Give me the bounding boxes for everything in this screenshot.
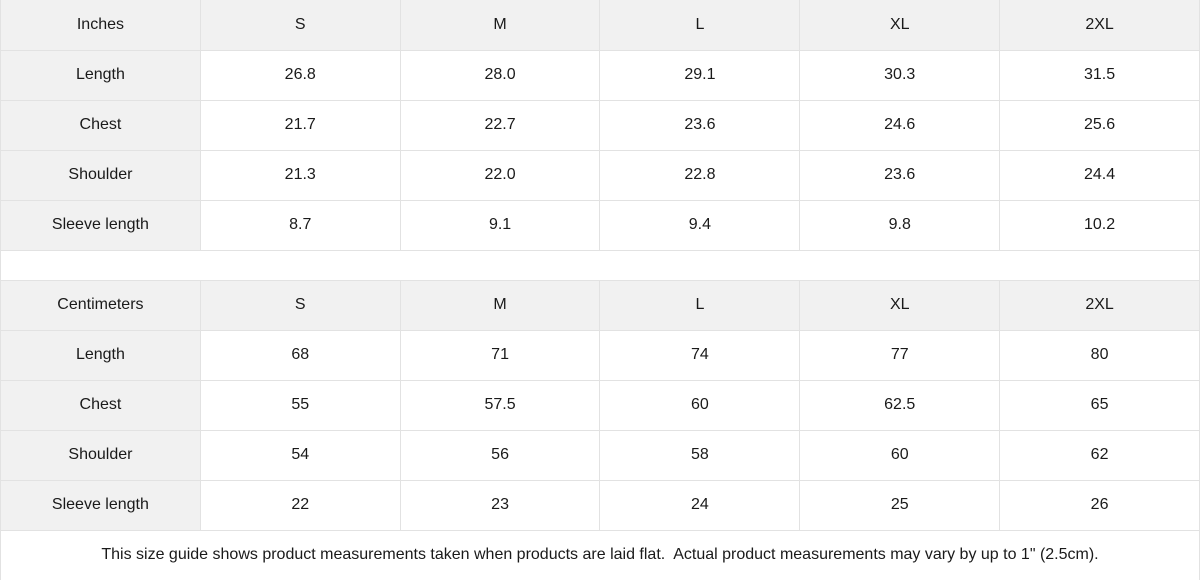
centimeters-table: Centimeters S M L XL 2XL Length 68 71 74… — [0, 279, 1200, 531]
measurement-cell: 60 — [599, 379, 801, 431]
measurement-cell: 22 — [199, 479, 401, 531]
row-label-shoulder: Shoulder — [0, 149, 201, 201]
row-label-length: Length — [0, 49, 201, 101]
measurement-cell: 9.8 — [799, 199, 1001, 251]
measurement-cell: 24.6 — [799, 99, 1001, 151]
measurement-cell: 9.4 — [599, 199, 801, 251]
inches-header-row: Inches S M L XL 2XL — [0, 0, 1200, 51]
table-row-chest: Chest 55 57.5 60 62.5 65 — [0, 379, 1200, 431]
measurement-cell: 23.6 — [799, 149, 1001, 201]
row-label-sleeve-length: Sleeve length — [0, 479, 201, 531]
measurement-cell: 22.0 — [399, 149, 601, 201]
centimeters-header-row: Centimeters S M L XL 2XL — [0, 279, 1200, 331]
table-row-length: Length 26.8 28.0 29.1 30.3 31.5 — [0, 49, 1200, 101]
measurement-cell: 22.8 — [599, 149, 801, 201]
measurement-cell: 56 — [399, 429, 601, 481]
measurement-cell: 23.6 — [599, 99, 801, 151]
table-row-sleeve-length: Sleeve length 22 23 24 25 26 — [0, 479, 1200, 531]
table-row-sleeve-length: Sleeve length 8.7 9.1 9.4 9.8 10.2 — [0, 199, 1200, 251]
measurement-cell: 31.5 — [999, 49, 1200, 101]
unit-header-inches: Inches — [0, 0, 201, 51]
size-col-header-2xl: 2XL — [999, 0, 1200, 51]
measurement-cell: 25.6 — [999, 99, 1200, 151]
measurement-cell: 62 — [999, 429, 1200, 481]
measurement-cell: 24.4 — [999, 149, 1200, 201]
row-label-chest: Chest — [0, 379, 201, 431]
size-col-header-m: M — [399, 279, 601, 331]
row-label-shoulder: Shoulder — [0, 429, 201, 481]
row-label-sleeve-length: Sleeve length — [0, 199, 201, 251]
measurement-cell: 23 — [399, 479, 601, 531]
table-row-shoulder: Shoulder 21.3 22.0 22.8 23.6 24.4 — [0, 149, 1200, 201]
size-col-header-s: S — [199, 0, 401, 51]
measurement-cell: 65 — [999, 379, 1200, 431]
measurement-cell: 28.0 — [399, 49, 601, 101]
measurement-cell: 62.5 — [799, 379, 1001, 431]
measurement-cell: 8.7 — [199, 199, 401, 251]
measurement-cell: 71 — [399, 329, 601, 381]
row-label-length: Length — [0, 329, 201, 381]
size-col-header-m: M — [399, 0, 601, 51]
table-spacer — [0, 250, 1200, 280]
measurement-cell: 68 — [199, 329, 401, 381]
size-col-header-2xl: 2XL — [999, 279, 1200, 331]
measurement-cell: 24 — [599, 479, 801, 531]
measurement-cell: 10.2 — [999, 199, 1200, 251]
measurement-cell: 80 — [999, 329, 1200, 381]
measurement-cell: 21.3 — [199, 149, 401, 201]
size-col-header-xl: XL — [799, 0, 1001, 51]
measurement-cell: 22.7 — [399, 99, 601, 151]
size-col-header-l: L — [599, 0, 801, 51]
size-guide-note: This size guide shows product measuremen… — [0, 530, 1200, 580]
size-col-header-l: L — [599, 279, 801, 331]
table-row-chest: Chest 21.7 22.7 23.6 24.6 25.6 — [0, 99, 1200, 151]
table-row-length: Length 68 71 74 77 80 — [0, 329, 1200, 381]
measurement-cell: 77 — [799, 329, 1001, 381]
inches-table: Inches S M L XL 2XL Length 26.8 28.0 29.… — [0, 0, 1200, 251]
measurement-cell: 25 — [799, 479, 1001, 531]
measurement-cell: 74 — [599, 329, 801, 381]
row-label-chest: Chest — [0, 99, 201, 151]
measurement-cell: 54 — [199, 429, 401, 481]
measurement-cell: 57.5 — [399, 379, 601, 431]
size-col-header-s: S — [199, 279, 401, 331]
unit-header-centimeters: Centimeters — [0, 279, 201, 331]
table-row-shoulder: Shoulder 54 56 58 60 62 — [0, 429, 1200, 481]
measurement-cell: 26 — [999, 479, 1200, 531]
measurement-cell: 9.1 — [399, 199, 601, 251]
measurement-cell: 60 — [799, 429, 1001, 481]
measurement-cell: 30.3 — [799, 49, 1001, 101]
measurement-cell: 55 — [199, 379, 401, 431]
measurement-cell: 58 — [599, 429, 801, 481]
measurement-cell: 29.1 — [599, 49, 801, 101]
measurement-cell: 26.8 — [199, 49, 401, 101]
size-col-header-xl: XL — [799, 279, 1001, 331]
measurement-cell: 21.7 — [199, 99, 401, 151]
